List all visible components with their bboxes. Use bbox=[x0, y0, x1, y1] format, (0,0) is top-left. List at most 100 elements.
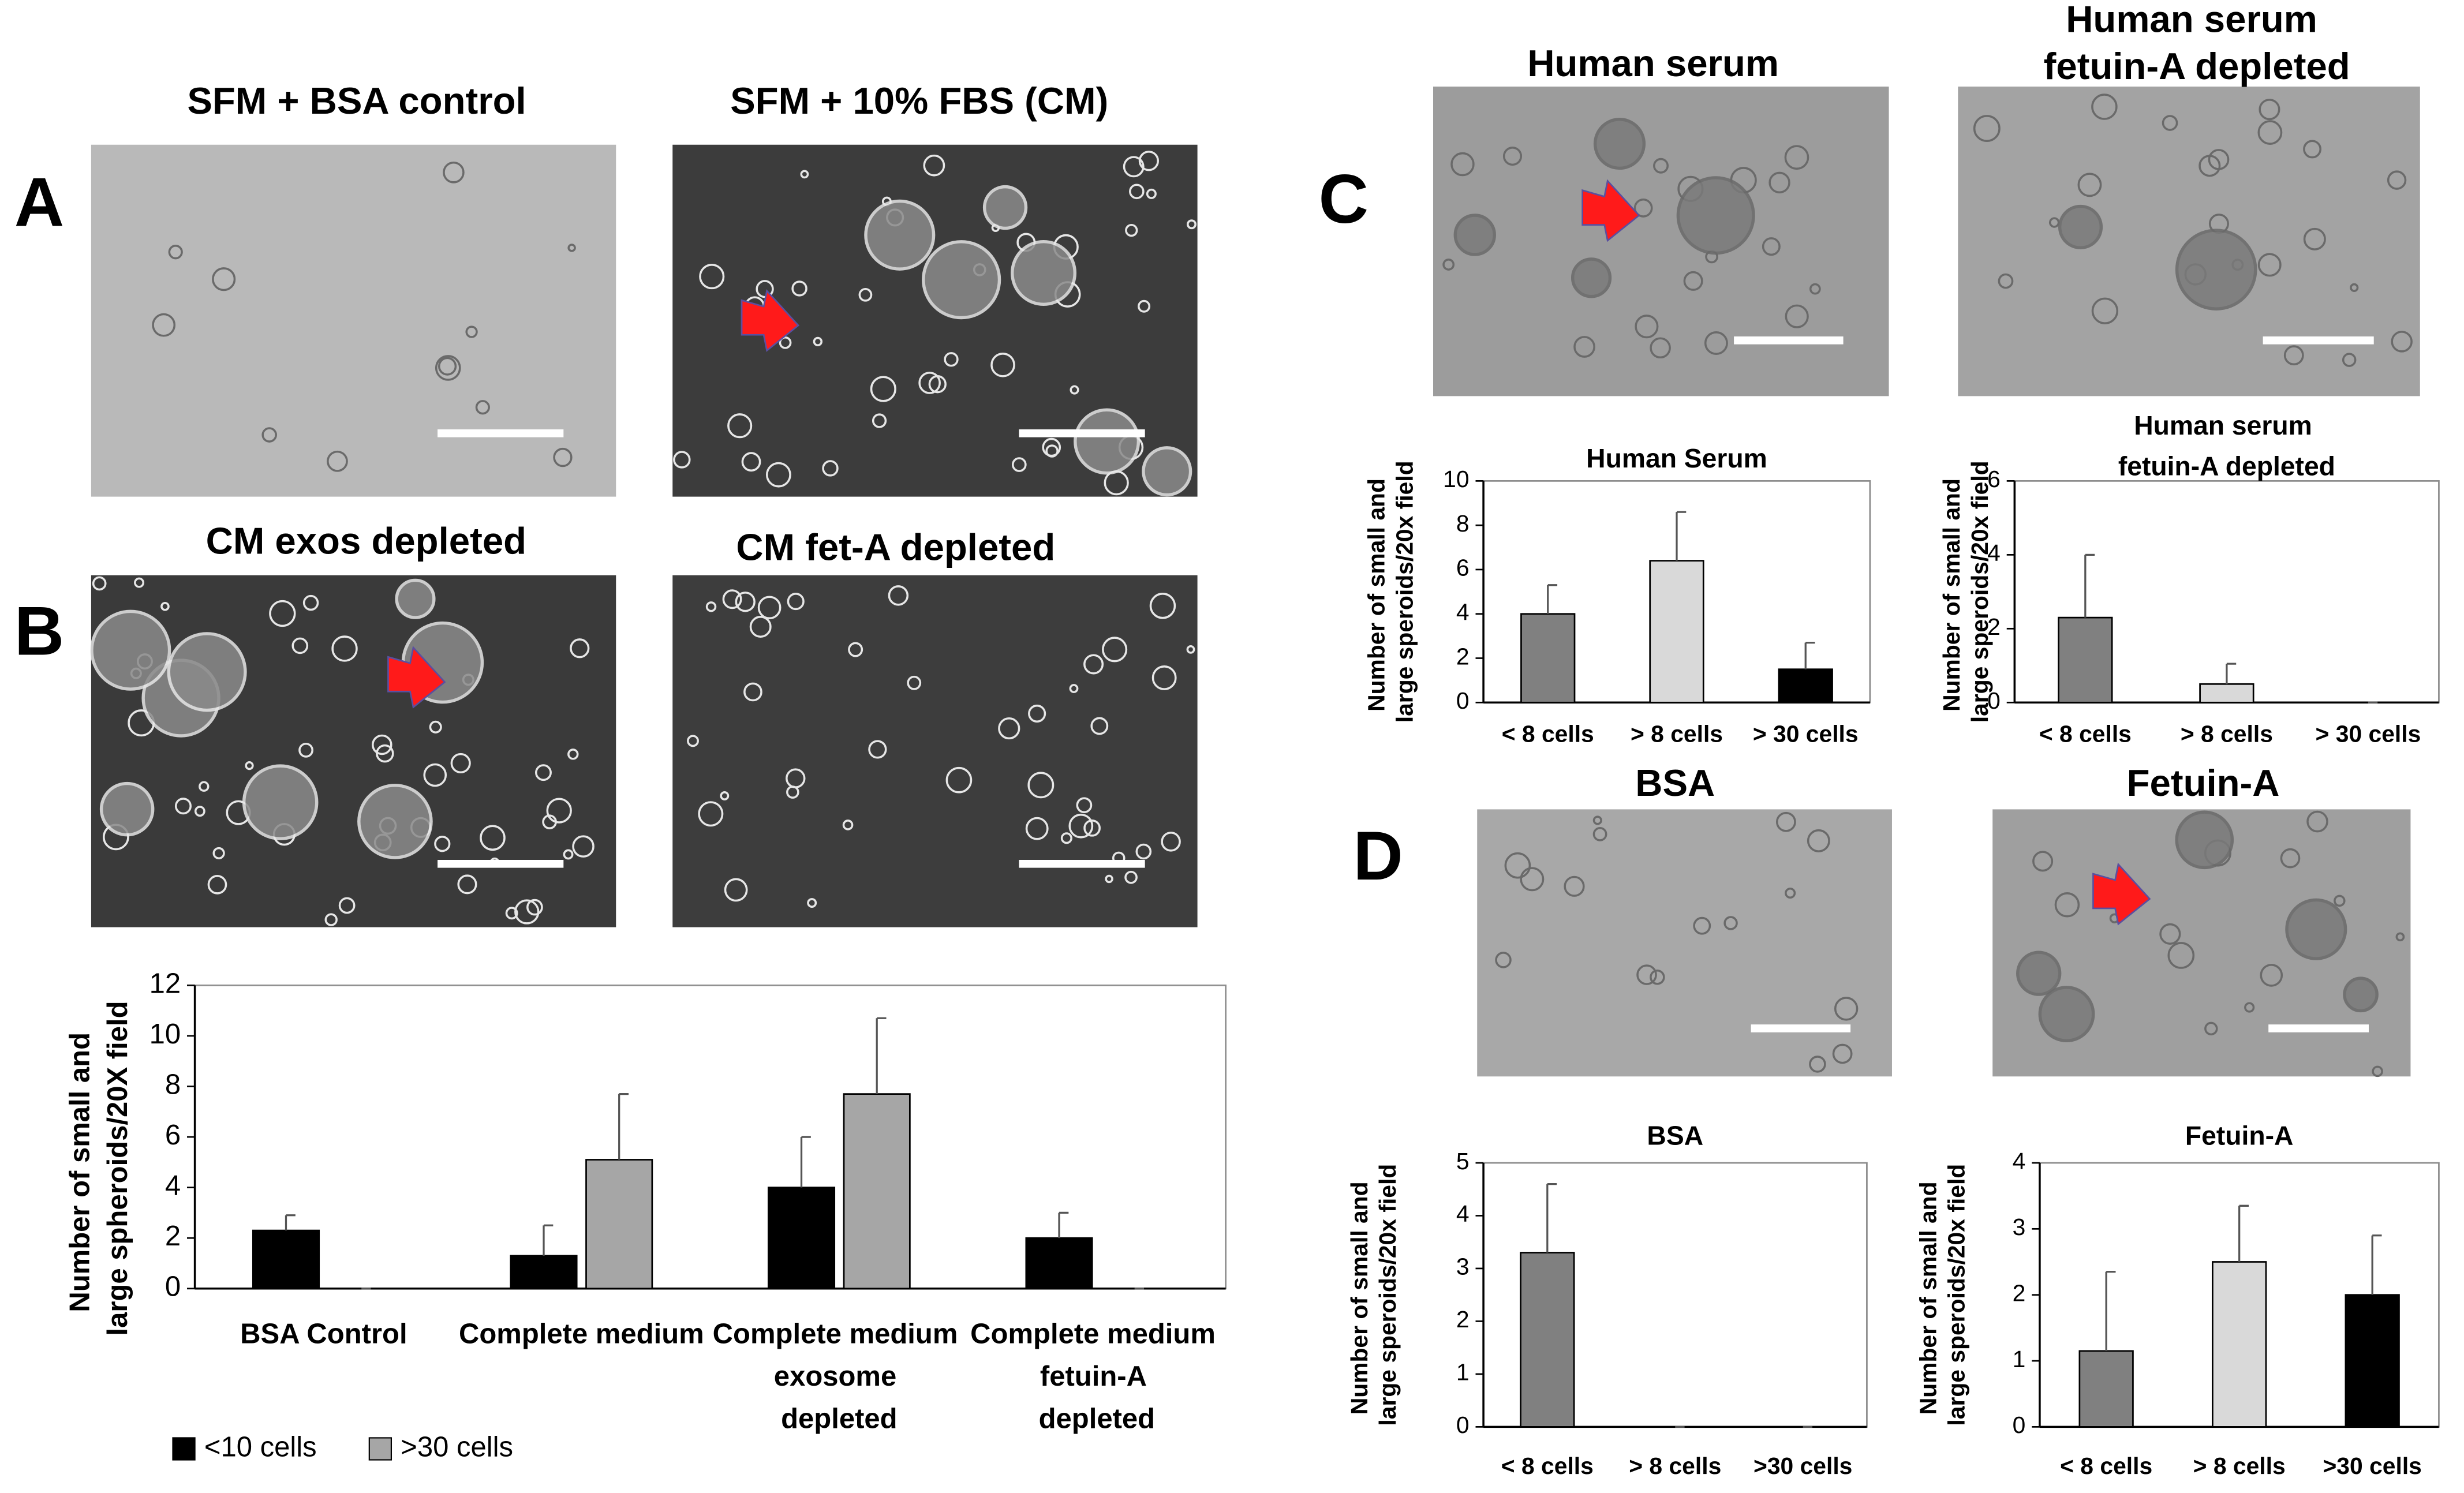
cell bbox=[1973, 115, 2001, 143]
cell bbox=[1011, 457, 1027, 472]
y-tick-label: 2 bbox=[1987, 613, 2001, 640]
panel-label: D bbox=[1353, 818, 1403, 895]
cell bbox=[2257, 120, 2283, 145]
cell bbox=[1504, 852, 1531, 879]
micrograph-background bbox=[672, 575, 1198, 927]
cell bbox=[199, 781, 210, 792]
cell bbox=[1442, 259, 1455, 271]
cell bbox=[907, 675, 922, 690]
y-tick-label: 8 bbox=[1456, 510, 1470, 537]
cell bbox=[245, 761, 254, 770]
cell bbox=[1809, 283, 1821, 295]
y-tick-label: 2 bbox=[165, 1221, 181, 1252]
micrograph bbox=[1958, 87, 2420, 396]
arrow bbox=[741, 289, 800, 352]
cell bbox=[673, 451, 691, 469]
legend-label: >30 cells bbox=[401, 1431, 513, 1462]
error-bar bbox=[876, 1017, 887, 1094]
chart-title: Human Serum bbox=[1586, 443, 1767, 473]
cell bbox=[1723, 916, 1738, 930]
cell bbox=[2306, 810, 2328, 833]
y-tick-label: 0 bbox=[2013, 1412, 2026, 1438]
cell bbox=[756, 280, 774, 298]
cell bbox=[2204, 1021, 2218, 1036]
image-title: SFM + BSA control bbox=[187, 80, 526, 122]
micrograph-background bbox=[1477, 809, 1892, 1077]
bar bbox=[1520, 613, 1576, 704]
micrograph bbox=[91, 144, 616, 497]
cell bbox=[1076, 797, 1093, 814]
cell bbox=[2208, 149, 2230, 170]
cell bbox=[1633, 199, 1653, 218]
cell bbox=[813, 336, 823, 347]
y-tick-label: 3 bbox=[1456, 1253, 1470, 1280]
y-tick-label: 4 bbox=[1456, 598, 1470, 625]
error-bar bbox=[543, 1224, 554, 1256]
cell bbox=[918, 372, 941, 394]
cell bbox=[743, 682, 762, 702]
spheroid bbox=[357, 784, 433, 859]
cell bbox=[1060, 832, 1072, 844]
micrograph bbox=[672, 144, 1198, 497]
cell bbox=[423, 763, 447, 787]
cell bbox=[1123, 156, 1145, 178]
cell bbox=[1785, 304, 1809, 328]
y-tick-label: 2 bbox=[2013, 1279, 2026, 1306]
cell bbox=[567, 244, 576, 252]
cell bbox=[720, 791, 730, 800]
cell bbox=[779, 336, 792, 349]
x-tick-label: >30 cells bbox=[2323, 1453, 2421, 1479]
y-tick-label: 0 bbox=[1987, 687, 2001, 714]
cell bbox=[1635, 315, 1659, 339]
cell bbox=[1807, 829, 1830, 852]
cell bbox=[435, 355, 461, 381]
cell bbox=[194, 806, 205, 817]
cell bbox=[1045, 444, 1059, 458]
error-bar bbox=[285, 1214, 296, 1231]
cell bbox=[1138, 300, 1151, 313]
spheroid bbox=[922, 240, 1001, 320]
x-tick-label: > 30 cells bbox=[2316, 720, 2421, 747]
cell bbox=[92, 576, 107, 591]
cell bbox=[2334, 895, 2346, 907]
cell bbox=[786, 785, 799, 799]
cell bbox=[438, 357, 457, 376]
cell bbox=[160, 601, 170, 611]
cell bbox=[291, 637, 309, 654]
spheroid bbox=[1676, 176, 1755, 255]
cell bbox=[298, 742, 313, 758]
cell bbox=[1124, 870, 1138, 884]
cell bbox=[1090, 717, 1109, 735]
cell bbox=[134, 577, 145, 588]
error-bar bbox=[2226, 663, 2237, 684]
cell bbox=[990, 353, 1015, 377]
legend-swatch bbox=[172, 1437, 196, 1461]
x-tick-label: Complete medium fetuin-A depleted bbox=[970, 1318, 1223, 1434]
cell bbox=[2391, 331, 2413, 353]
cell bbox=[443, 162, 465, 184]
image-title: Human serum fetuin-A depleted bbox=[2044, 0, 2350, 87]
cell bbox=[923, 154, 945, 177]
spheroid bbox=[982, 185, 1028, 230]
spheroid bbox=[167, 632, 247, 712]
cell bbox=[787, 593, 805, 611]
error-bar bbox=[800, 1136, 811, 1188]
cell bbox=[2303, 140, 2322, 159]
error-bar bbox=[1546, 1183, 1557, 1253]
x-tick-label: >30 cells bbox=[1753, 1453, 1852, 1479]
spheroid bbox=[2058, 204, 2103, 249]
cell bbox=[699, 264, 725, 290]
cell bbox=[546, 798, 572, 824]
cell bbox=[722, 589, 742, 609]
cell bbox=[1161, 832, 1181, 852]
cell bbox=[858, 287, 873, 302]
cell bbox=[572, 835, 594, 858]
error-bar bbox=[1547, 584, 1558, 614]
y-tick-label: 12 bbox=[149, 968, 181, 999]
spheroid bbox=[1571, 257, 1612, 298]
cell bbox=[1502, 147, 1523, 166]
cell bbox=[2048, 217, 2060, 228]
error-bar bbox=[2084, 553, 2095, 618]
bar bbox=[510, 1255, 578, 1290]
cell bbox=[842, 820, 854, 830]
